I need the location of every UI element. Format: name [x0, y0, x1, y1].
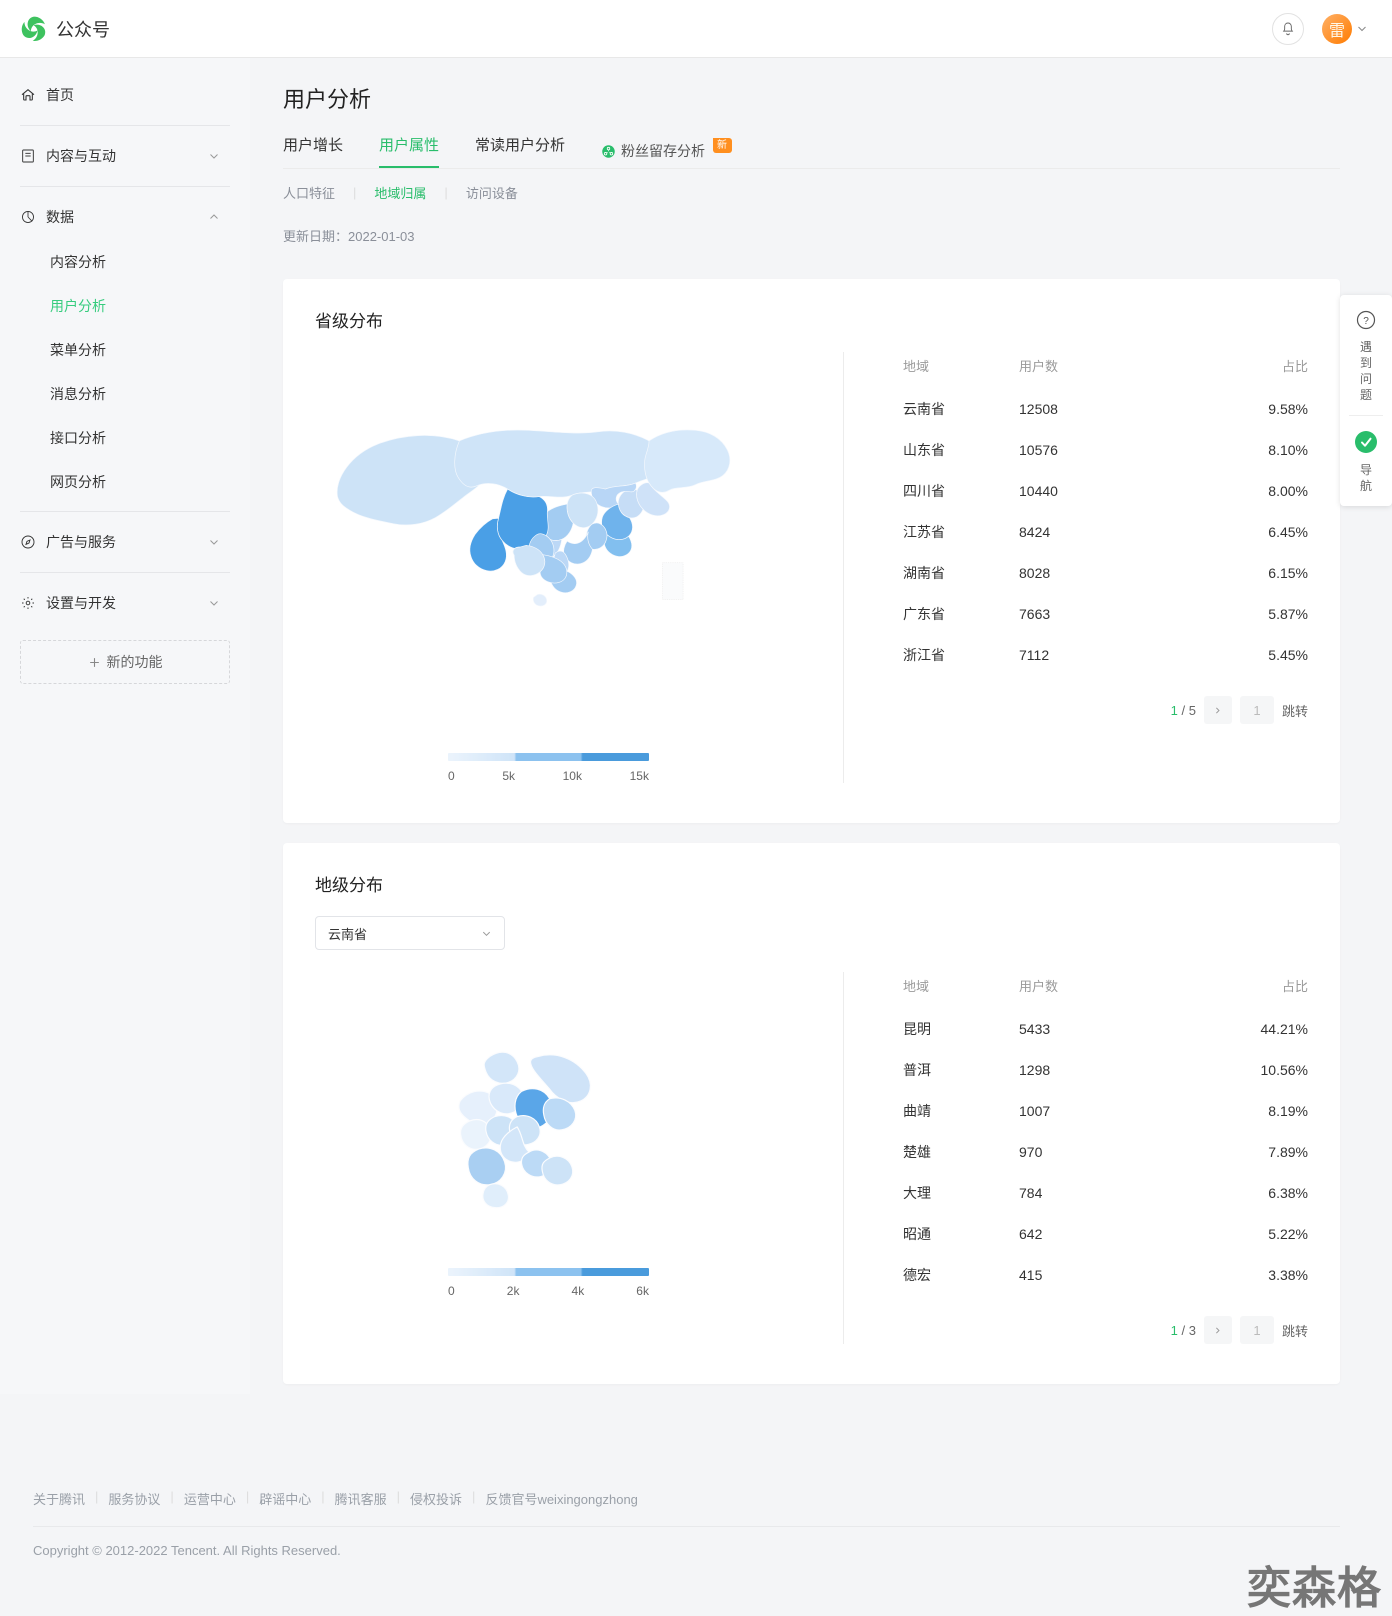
- svg-text:?: ?: [1363, 316, 1369, 327]
